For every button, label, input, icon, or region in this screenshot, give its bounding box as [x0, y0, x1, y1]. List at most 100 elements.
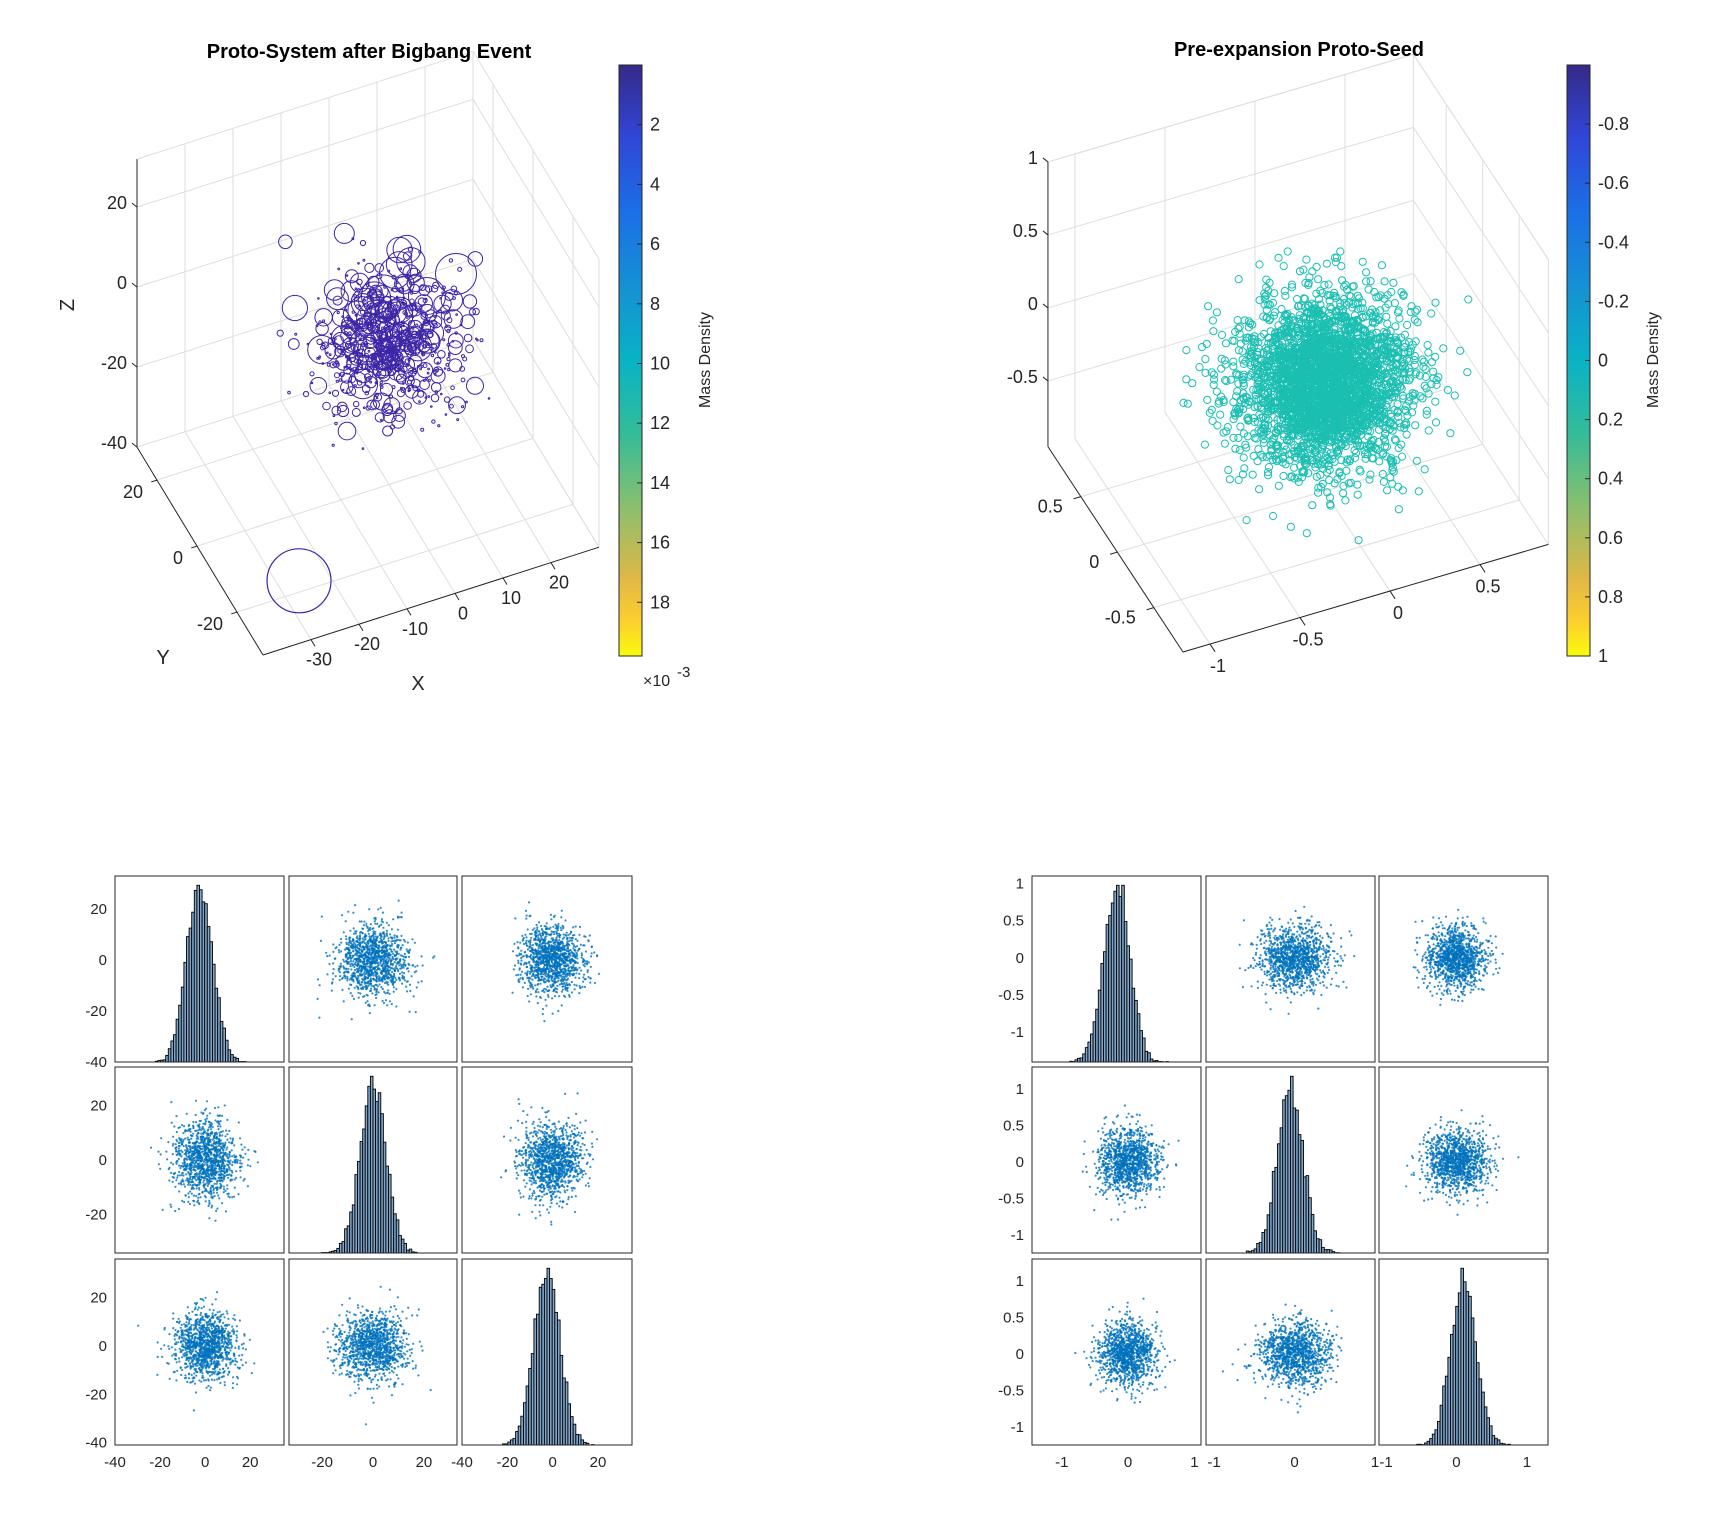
data-point — [397, 970, 400, 973]
data-point — [406, 267, 422, 283]
data-point — [1229, 362, 1238, 371]
data-point — [1427, 358, 1437, 367]
data-point — [361, 447, 365, 450]
data-point — [399, 267, 403, 271]
data-point — [352, 939, 355, 942]
grid-line — [472, 259, 600, 468]
matrix-panel — [288, 875, 458, 1063]
data-point — [408, 281, 413, 285]
data-point — [376, 985, 379, 988]
data-point — [417, 297, 426, 306]
x-tick-label: 20 — [549, 573, 569, 593]
data-point — [448, 358, 463, 373]
data-point — [1210, 375, 1219, 384]
colorbar-tick-label: 0.8 — [1598, 587, 1623, 607]
data-point — [439, 297, 442, 300]
data-point — [383, 936, 386, 939]
data-point — [442, 338, 446, 342]
data-point — [332, 943, 335, 946]
data-point — [387, 924, 390, 927]
data-point — [331, 981, 334, 984]
data-point — [1312, 262, 1321, 271]
grid-line — [136, 258, 474, 368]
data-point — [374, 935, 377, 938]
data-point — [356, 970, 359, 973]
data-point — [390, 928, 393, 931]
data-point — [344, 920, 347, 923]
data-point — [430, 382, 442, 393]
data-point — [1362, 277, 1371, 286]
matrix-panel — [114, 875, 285, 1063]
data-point — [332, 972, 335, 975]
data-point — [335, 360, 339, 365]
data-point — [405, 990, 409, 993]
data-point — [415, 970, 418, 973]
data-point — [352, 927, 355, 930]
colorbar-tick-label: 16 — [650, 533, 670, 553]
data-point — [359, 960, 362, 964]
data-point — [1212, 387, 1222, 396]
data-point — [333, 222, 355, 244]
data-point — [281, 294, 308, 322]
data-point — [365, 962, 369, 966]
data-point — [340, 280, 363, 303]
data-point — [357, 963, 360, 966]
x-tick — [550, 562, 556, 570]
data-point — [396, 350, 400, 353]
data-point — [1463, 368, 1472, 377]
data-point — [1255, 260, 1264, 269]
data-point — [376, 935, 379, 938]
data-point — [337, 404, 350, 418]
data-point — [352, 980, 355, 983]
data-point — [398, 977, 401, 980]
data-point — [1255, 485, 1264, 494]
data-point — [378, 330, 388, 340]
data-point — [347, 967, 350, 970]
data-point — [359, 969, 363, 972]
data-point — [389, 974, 393, 977]
x-tick — [310, 639, 316, 647]
data-point — [337, 267, 341, 271]
data-point — [400, 911, 403, 914]
data-point — [396, 928, 400, 931]
data-point — [339, 975, 342, 978]
data-point — [382, 949, 386, 952]
data-point — [309, 371, 315, 377]
data-point — [393, 936, 396, 939]
grid-line — [1412, 200, 1549, 406]
data-point — [362, 258, 366, 262]
data-point — [382, 425, 394, 437]
data-point — [447, 332, 464, 349]
data-point — [411, 938, 414, 941]
data-point — [406, 941, 409, 944]
data-point — [341, 372, 353, 384]
data-point — [348, 331, 352, 336]
data-point — [468, 308, 476, 316]
data-point — [391, 971, 394, 974]
data-point — [1203, 395, 1212, 404]
data-point — [421, 352, 426, 357]
data-point — [374, 957, 377, 960]
data-point — [405, 967, 409, 970]
data-point — [356, 380, 363, 386]
data-point — [487, 397, 491, 400]
data-point — [430, 405, 433, 408]
colorbar-tick-label: 10 — [650, 353, 670, 373]
grid-line — [472, 179, 600, 388]
data-point — [1239, 453, 1248, 462]
data-point — [317, 356, 321, 360]
data-point — [388, 952, 391, 955]
data-point — [396, 389, 405, 398]
data-point — [383, 956, 386, 959]
data-point — [406, 304, 414, 311]
data-point — [1424, 426, 1433, 435]
data-point — [360, 966, 363, 969]
data-point — [408, 354, 423, 369]
data-point — [1216, 410, 1225, 419]
data-point — [357, 988, 360, 991]
data-point — [392, 990, 395, 993]
data-point — [376, 961, 380, 964]
data-point — [363, 973, 366, 977]
colorbar-tick-label: 14 — [650, 473, 670, 493]
